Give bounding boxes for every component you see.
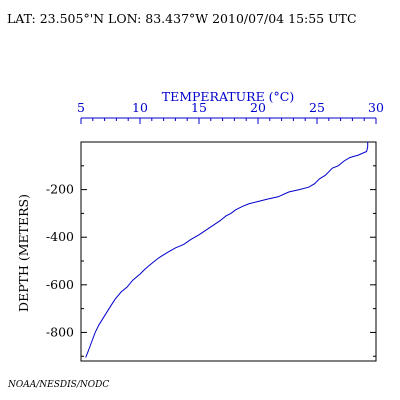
location-header: LAT: 23.505°'N LON: 83.437°W 2010/07/04 … (7, 11, 357, 26)
x-tick-label: 5 (77, 100, 85, 115)
x-tick-label: 20 (250, 100, 266, 115)
temperature-depth-chart: TEMPERATURE (°C) 5 10 15 20 25 30 -200 -400 -60… (16, 89, 384, 362)
credit-label: NOAA/NESDIS/NODC (7, 380, 109, 390)
y-axis-title: DEPTH (METERS) (16, 194, 31, 312)
y-tick-label: -200 (46, 182, 74, 197)
x-tick-label: 10 (132, 100, 148, 115)
y-tick-label: -400 (46, 229, 74, 244)
x-tick-label: 25 (309, 100, 325, 115)
y-axis: -200 -400 -600 -800 (46, 165, 376, 357)
plot-frame (80, 141, 377, 362)
y-tick-label: -600 (46, 277, 74, 292)
x-tick-label: 15 (191, 100, 207, 115)
x-tick-label: 30 (368, 100, 384, 115)
y-tick-label: -800 (46, 324, 74, 339)
x-axis: 5 10 15 20 25 30 (77, 100, 384, 124)
x-axis-title: TEMPERATURE (°C) (162, 89, 295, 104)
temperature-profile-line (85, 142, 369, 358)
